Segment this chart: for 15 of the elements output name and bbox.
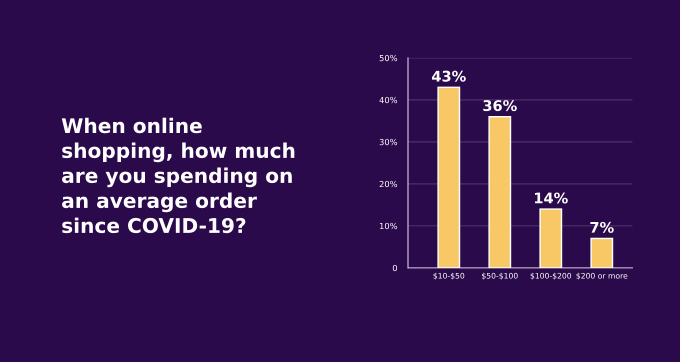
data-label: 36% bbox=[483, 100, 517, 112]
y-tick-label: 0 bbox=[392, 264, 398, 272]
bar bbox=[590, 238, 614, 268]
data-label: 14% bbox=[534, 192, 568, 204]
y-tick-label: 30% bbox=[380, 138, 398, 146]
data-label: 43% bbox=[432, 70, 466, 82]
text: When online shopping, how much are you spending on an average order since COVID-19? bbox=[62, 118, 294, 234]
bar bbox=[437, 86, 460, 268]
y-tick-label: 10% bbox=[380, 222, 398, 230]
data-label: 7% bbox=[590, 222, 614, 233]
y-tick-label: 40% bbox=[379, 96, 398, 104]
y-tick-label: 20% bbox=[380, 180, 398, 188]
bar bbox=[488, 116, 512, 268]
y-tick-label: 50% bbox=[380, 54, 398, 62]
bar bbox=[539, 208, 562, 268]
